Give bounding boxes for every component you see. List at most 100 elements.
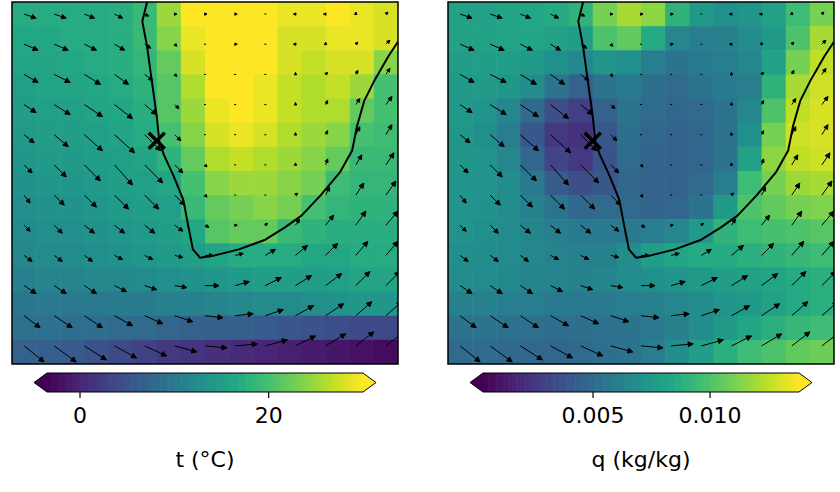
wind-vector [356,155,362,165]
field-cell [181,123,206,148]
wind-vector [386,241,398,255]
field-cell [786,243,811,268]
field-cell [181,99,206,124]
field-cell [181,171,206,196]
field-cell [205,195,230,220]
wind-vector [235,13,237,15]
field-cell [545,26,570,51]
field-cell [496,147,521,172]
field-cell [472,26,497,51]
field-cell [277,26,302,51]
field-cell [786,340,811,364]
wind-vector [641,13,643,15]
wind-vector [264,164,266,165]
wind-vector [792,183,800,195]
wind-vector [762,215,770,225]
field-cell [762,74,787,99]
field-cell [350,171,375,196]
wind-vector [356,99,360,105]
field-cell [545,316,570,341]
wind-vector [822,181,832,195]
wind-vector [611,195,621,205]
wind-vector [761,159,764,165]
map-panel [448,2,834,364]
field-cell [810,171,834,196]
wind-vector [205,283,219,288]
field-cell [60,147,85,172]
wind-vector [54,105,70,115]
field-cell [326,316,351,341]
colorbar-tick [592,392,593,398]
wind-vector [641,345,663,350]
field-cell [253,147,278,172]
colorbar-extend-low [34,373,47,392]
field-cell [109,99,134,124]
field-cell [810,123,834,148]
field-cell [472,99,497,124]
field-cell [520,74,545,99]
field-cell [36,50,61,75]
wind-vector [264,44,266,45]
field-cell [229,195,254,220]
field-cell [786,171,811,196]
field-cell [36,292,61,317]
field-cell [60,219,85,244]
field-cell [520,50,545,75]
field-cell [229,292,254,317]
wind-vector [234,164,236,165]
field-cell [713,26,738,51]
field-cell [665,2,690,27]
wind-vector [460,14,472,19]
field-cell [641,219,666,244]
field-cell [12,316,37,341]
wind-vector [792,241,804,255]
wind-vector [641,283,655,288]
wind-vector [760,42,762,44]
field-cell [36,123,61,148]
wind-vector [235,281,249,286]
field-cell [109,292,134,317]
field-cell [738,292,763,317]
field-cell [229,123,254,148]
wind-vector [84,316,102,328]
wind-vector [551,14,559,18]
wind-vector [386,68,390,74]
field-cell [472,195,497,220]
field-cell [448,171,473,196]
wind-vector [762,334,782,346]
field-cell [738,99,763,124]
field-cell [84,2,109,27]
field-cell [229,99,254,124]
field-cell [762,26,787,51]
site-marker [585,133,601,149]
colorbar-tick-label: 0.010 [679,403,742,428]
wind-vector [671,13,673,15]
field-cell [181,147,206,172]
field-cell [109,26,134,51]
wind-vector [460,135,470,143]
field-cell [12,147,37,172]
field-cell [665,340,690,364]
wind-vector [730,163,732,165]
field-cell [593,171,618,196]
wind-vector [611,105,615,109]
wind-vector [581,14,585,17]
colorbar-outline [34,373,376,392]
wind-vector [520,44,532,50]
wind-vector [24,286,36,294]
wind-vector [294,133,296,135]
wind-vector [294,103,296,105]
field-cell [520,340,545,364]
field-cell [641,147,666,172]
field-cell [302,340,327,364]
wind-vector [490,346,512,362]
field-cell [12,99,37,124]
field-cell [762,219,787,244]
field-cell [205,26,230,51]
wind-vector [520,165,536,181]
wind-vector [611,135,617,141]
wind-vector [296,336,316,346]
field-cell [205,267,230,292]
field-cell [350,219,375,244]
field-cell [326,99,351,124]
